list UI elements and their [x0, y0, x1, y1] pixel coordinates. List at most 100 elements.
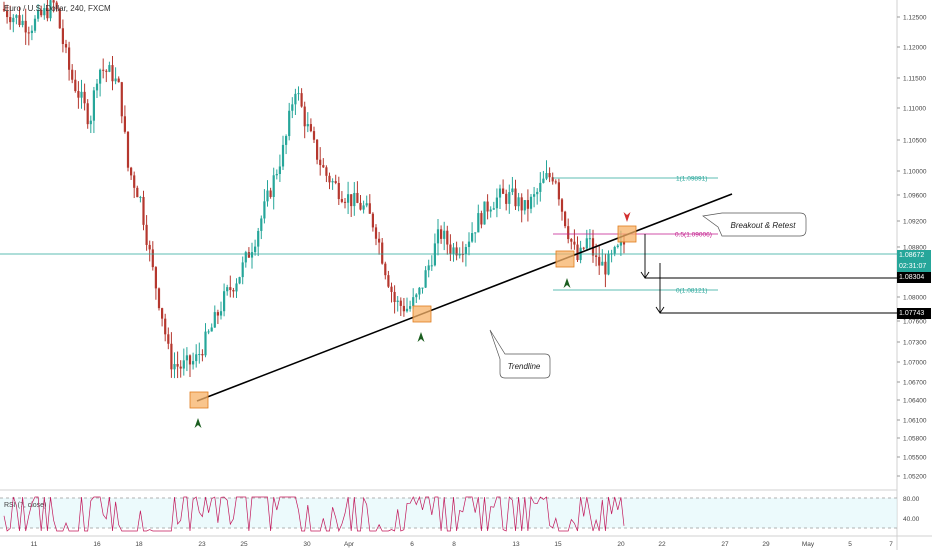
candle-body — [477, 213, 480, 233]
candle-body — [99, 69, 102, 84]
candle-body — [405, 308, 409, 312]
candle-body — [467, 241, 471, 248]
candle-body — [539, 182, 542, 192]
candle-body — [6, 10, 9, 18]
x-tick-label: 27 — [721, 541, 729, 548]
candle-body — [68, 47, 71, 70]
candle-body — [260, 218, 263, 231]
touch-box — [555, 250, 575, 268]
candle-body — [89, 120, 92, 125]
x-tick-label: 22 — [658, 541, 666, 548]
candle-body — [570, 239, 573, 242]
candle-body — [443, 230, 446, 239]
candle-body — [415, 294, 418, 298]
candle-body — [356, 192, 359, 203]
candle-body — [278, 166, 281, 174]
candle-body — [607, 253, 610, 275]
fib-level-label: 1(1.09891) — [676, 176, 707, 183]
candle-body — [55, 2, 58, 9]
candle-body — [30, 30, 33, 34]
candle-body — [529, 196, 533, 209]
candle-body — [247, 252, 250, 258]
candle-body — [151, 249, 154, 268]
candle-body — [402, 305, 405, 312]
candle-body — [46, 8, 49, 19]
candle-body — [49, 0, 52, 19]
candle-body — [309, 124, 312, 132]
candle-body — [440, 229, 443, 239]
candle-body — [591, 238, 595, 256]
candle-body — [554, 181, 557, 183]
candle-body — [409, 306, 412, 309]
candle-body — [275, 173, 278, 176]
candle-body — [226, 287, 229, 292]
candle-body — [343, 201, 347, 203]
y-tick-label: 1.06100 — [903, 418, 927, 425]
candle-body — [588, 238, 591, 240]
candle-body — [455, 247, 458, 256]
candle-body — [136, 187, 139, 198]
x-tick-label: 13 — [512, 541, 520, 548]
candle-body — [564, 211, 567, 227]
candle-body — [111, 65, 114, 82]
candle-body — [533, 194, 536, 197]
candle-body — [126, 131, 130, 168]
candle-body — [622, 241, 626, 245]
candle-body — [424, 270, 427, 288]
candle-body — [598, 256, 601, 266]
candle-body — [83, 91, 86, 104]
y-tick-label: 1.06700 — [903, 380, 927, 387]
candle-body — [480, 213, 483, 225]
y-tick-label: 1.05500 — [903, 455, 927, 462]
candle-body — [229, 287, 232, 291]
rsi-level-label: 40.00 — [903, 516, 920, 523]
candle-body — [371, 213, 374, 228]
breakout-callout-bubble — [702, 212, 807, 237]
candle-body — [378, 238, 381, 243]
candle-body — [396, 300, 399, 302]
candle-body — [201, 354, 204, 356]
candle-body — [269, 190, 272, 197]
candle-body — [130, 167, 133, 176]
candle-body — [263, 201, 266, 219]
candle-body — [77, 91, 80, 98]
candle-body — [182, 360, 185, 369]
candle-body — [294, 93, 297, 105]
candle-body — [157, 288, 161, 309]
candle-body — [117, 78, 120, 83]
price-pane — [0, 0, 897, 490]
candle-body — [498, 188, 502, 198]
candle-body — [142, 196, 145, 225]
y-tick-label: 1.07600 — [903, 319, 927, 326]
y-tick-label: 1.11000 — [903, 106, 926, 113]
candle-body — [170, 343, 173, 370]
candle-body — [489, 209, 492, 212]
current-price-label: 1.08672 — [897, 250, 931, 261]
candle-body — [71, 69, 74, 80]
y-tick-label: 1.12000 — [903, 45, 927, 52]
candle-body — [92, 90, 95, 121]
candle-body — [216, 312, 219, 316]
y-tick-label: 1.12500 — [903, 15, 927, 22]
candle-body — [244, 252, 247, 263]
candle-body — [238, 277, 241, 284]
candle-body — [154, 267, 157, 289]
candle-body — [64, 44, 68, 48]
green-up-arrow — [563, 278, 571, 288]
x-tick-label: 23 — [198, 541, 206, 548]
candle-body — [328, 175, 331, 183]
touch-box — [189, 391, 209, 409]
candle-body — [458, 254, 461, 256]
candle-body — [399, 300, 402, 306]
rsi-level-label: 80.00 — [903, 496, 920, 503]
rsi-line — [3, 495, 625, 533]
candle-body — [2, 9, 6, 11]
candle-body — [33, 18, 37, 31]
candle-body — [303, 106, 306, 127]
candle-body — [148, 244, 151, 250]
candle-body — [123, 116, 126, 132]
candle-body — [43, 8, 46, 16]
x-tick-label: May — [802, 541, 815, 548]
candle-body — [362, 205, 365, 210]
x-tick-label: 20 — [617, 541, 625, 548]
